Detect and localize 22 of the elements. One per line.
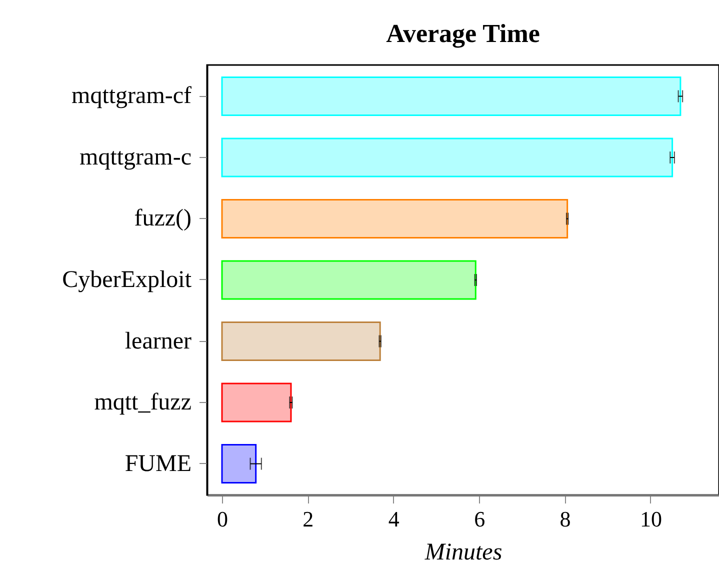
y-tick-label: mqtt_fuzz (94, 390, 192, 416)
y-tick-label: FUME (124, 450, 192, 477)
bar (221, 138, 674, 178)
x-tick-label: 2 (302, 506, 314, 532)
y-tick-label: fuzz() (134, 206, 192, 232)
bar (221, 76, 682, 116)
y-tick-label: CyberExploit (62, 267, 192, 293)
bar (221, 382, 292, 422)
chart-title: Average Time (386, 19, 540, 48)
bar (221, 260, 476, 300)
y-tick-label: mqttgram-cf (72, 83, 192, 110)
x-tick-label: 10 (640, 506, 662, 532)
x-tick-label: 8 (560, 506, 571, 532)
y-tick-label: mqttgram-c (80, 144, 192, 170)
x-tick-label: 0 (216, 506, 228, 532)
bar (221, 199, 568, 238)
bar (221, 322, 381, 361)
y-tick-label: learner (124, 328, 192, 354)
x-axis-title: Minutes (424, 540, 502, 566)
x-tick-label: 4 (388, 506, 400, 532)
x-tick-label: 6 (474, 506, 486, 532)
bar (221, 444, 257, 484)
